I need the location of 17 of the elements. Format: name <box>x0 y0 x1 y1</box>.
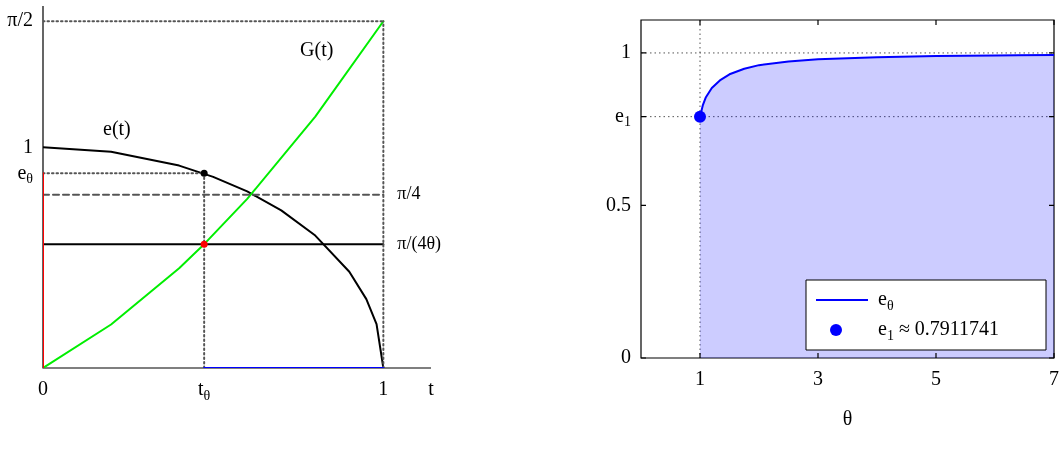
x-tick-label: 1 <box>695 367 705 390</box>
series-label: π/4 <box>397 183 421 204</box>
x-tick-label: 0 <box>38 377 48 400</box>
x-tick-label: 5 <box>931 367 941 390</box>
y-tick-label: π/2 <box>7 8 33 31</box>
x-tick-label: 1 <box>378 377 389 400</box>
series-label: π/(4θ) <box>397 232 442 254</box>
y-tick-label: 1 <box>621 40 631 63</box>
y-tick-label: 0.5 <box>606 192 631 215</box>
x-tick-label: 3 <box>813 367 823 390</box>
y-tick-label: 0 <box>621 345 631 368</box>
x-tick-label: 7 <box>1049 367 1059 390</box>
x-axis-title: t <box>428 377 435 400</box>
series-label: e(t) <box>103 116 131 140</box>
y-tick-label: 1 <box>23 134 33 157</box>
series-label: G(t) <box>300 38 334 62</box>
x-axis-title: θ <box>842 407 853 430</box>
